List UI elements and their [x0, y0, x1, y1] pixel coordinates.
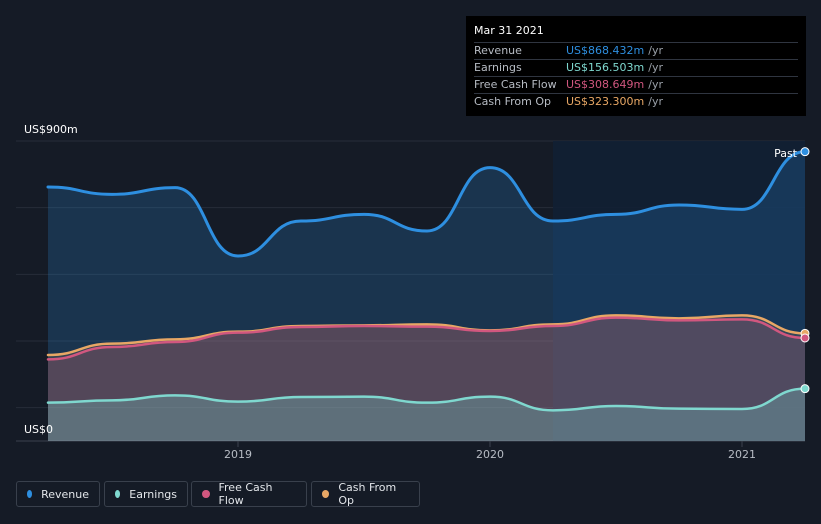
series-endpoint-revenue [800, 147, 810, 157]
legend-item-cash-from-op[interactable]: Cash From Op [311, 481, 420, 507]
series-endpoint-earnings [800, 384, 810, 394]
tooltip-unit: /yr [648, 44, 663, 57]
series-line-cash-from-op [46, 314, 807, 357]
tooltip-unit: /yr [648, 95, 663, 108]
legend-label: Revenue [41, 487, 89, 501]
x-tick-label: 2021 [728, 448, 756, 461]
y-axis-top-label: US$900m [24, 123, 78, 136]
tooltip-label: Free Cash Flow [474, 78, 557, 91]
tooltip-row-cash-from-op: Cash From Op US$323.300m /yr [474, 93, 798, 110]
y-axis-bottom-label: US$0 [24, 423, 54, 436]
tooltip-value: US$868.432m [566, 44, 645, 57]
series-endpoint-free-cash-flow [800, 333, 810, 343]
tooltip-value: US$308.649m [566, 78, 645, 91]
legend-item-free-cash-flow[interactable]: Free Cash Flow [191, 481, 307, 507]
legend-label: Earnings [129, 487, 177, 501]
legend-dot-icon [27, 490, 33, 498]
legend-dot-icon [115, 490, 121, 498]
series-area-revenue [48, 151, 805, 441]
tooltip-unit: /yr [648, 61, 663, 74]
tooltip-row-revenue: Revenue US$868.432m /yr [474, 42, 798, 59]
past-region-highlight [553, 141, 805, 441]
tooltip-date: Mar 31 2021 [474, 24, 544, 37]
legend-dot-icon [322, 490, 330, 498]
series-line-revenue [46, 150, 807, 258]
past-label: Past [774, 147, 798, 160]
legend-item-revenue[interactable]: Revenue [16, 481, 100, 507]
tooltip-row-earnings: Earnings US$156.503m /yr [474, 59, 798, 76]
series-area-cash-from-op [48, 315, 805, 441]
tooltip-label: Revenue [474, 44, 522, 57]
tooltip-value: US$323.300m [566, 95, 645, 108]
series-line-earnings [46, 387, 807, 412]
tooltip: Mar 31 2021 Revenue US$868.432m /yr Earn… [466, 16, 806, 116]
tooltip-label: Cash From Op [474, 95, 552, 108]
tooltip-unit: /yr [648, 78, 663, 91]
series-area-free-cash-flow [48, 317, 805, 441]
tooltip-label: Earnings [474, 61, 522, 74]
tooltip-value: US$156.503m [566, 61, 645, 74]
series-endpoints [800, 147, 810, 394]
x-axis-ticks: 2019 2020 2021 [224, 441, 756, 461]
legend-dot-icon [202, 490, 210, 498]
tooltip-row-free-cash-flow: Free Cash Flow US$308.649m /yr [474, 76, 798, 93]
series-lines [46, 150, 807, 412]
series-line-free-cash-flow [46, 316, 807, 361]
legend-item-earnings[interactable]: Earnings [104, 481, 188, 507]
x-tick-label: 2020 [476, 448, 504, 461]
legend-label: Cash From Op [338, 481, 397, 507]
x-tick-label: 2019 [224, 448, 252, 461]
legend-label: Free Cash Flow [218, 481, 273, 507]
series-areas [48, 151, 805, 441]
